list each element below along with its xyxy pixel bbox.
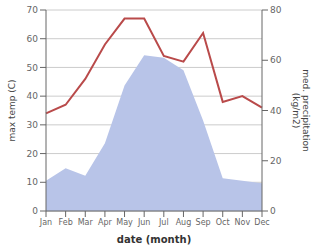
svg-text:May: May — [116, 218, 133, 227]
svg-text:40: 40 — [270, 106, 282, 116]
svg-text:Sep: Sep — [196, 218, 211, 227]
svg-text:40: 40 — [27, 91, 39, 101]
svg-text:20: 20 — [27, 149, 39, 159]
svg-text:80: 80 — [270, 5, 282, 15]
svg-text:Nov: Nov — [235, 218, 251, 227]
svg-text:60: 60 — [270, 55, 282, 65]
svg-text:Jan: Jan — [39, 218, 52, 227]
svg-text:Feb: Feb — [59, 218, 73, 227]
svg-text:60: 60 — [27, 34, 39, 44]
svg-text:Dec: Dec — [254, 218, 269, 227]
svg-text:10: 10 — [27, 177, 39, 187]
svg-text:Mar: Mar — [78, 218, 94, 227]
svg-text:20: 20 — [270, 156, 282, 166]
svg-text:70: 70 — [27, 5, 39, 15]
svg-text:50: 50 — [27, 63, 39, 73]
svg-text:max temp (C): max temp (C) — [8, 79, 17, 141]
svg-text:Apr: Apr — [98, 218, 113, 227]
svg-text:Jul: Jul — [158, 218, 169, 227]
svg-text:Oct: Oct — [216, 218, 230, 227]
svg-text:0: 0 — [270, 206, 276, 216]
svg-text:Aug: Aug — [176, 218, 192, 227]
svg-text:30: 30 — [27, 120, 39, 130]
svg-text:Jun: Jun — [137, 218, 151, 227]
svg-text:0: 0 — [32, 206, 38, 216]
svg-text:date (month): date (month) — [117, 234, 191, 245]
svg-text:med. precipitation(kg/m2): med. precipitation(kg/m2) — [291, 69, 310, 151]
